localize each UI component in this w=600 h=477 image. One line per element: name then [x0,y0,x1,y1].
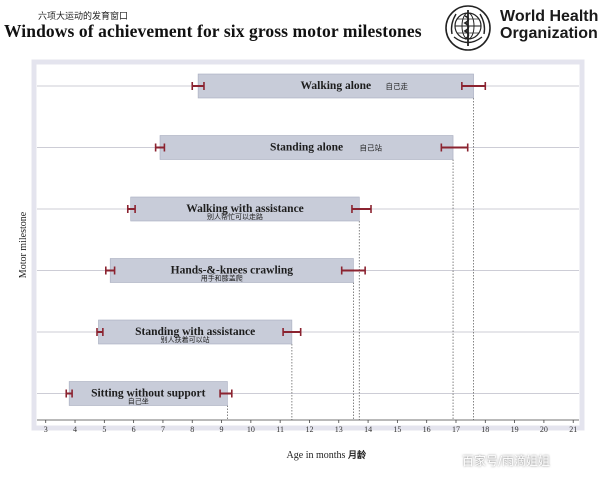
milestone-label: Walking alone [301,80,372,92]
x-tick-label: 9 [220,425,224,434]
x-tick-label: 21 [569,425,577,434]
x-tick-label: 8 [190,425,194,434]
x-axis-title: Age in months [287,450,346,461]
milestone-label: Standing with assistance [135,326,255,338]
x-axis-title-chinese: 月龄 [347,449,367,461]
x-tick-label: 20 [540,425,548,434]
milestone-label-chinese: 别人扶着可以站 [161,335,210,344]
chart-title-chinese: 六项大运动的发育窗口 [38,12,129,22]
who-emblem-icon [445,5,491,51]
x-tick-label: 10 [247,425,255,434]
organization-name-line1: World Health [500,8,599,25]
x-tick-label: 14 [364,425,372,434]
x-tick-label: 5 [102,425,106,434]
organization-name-line2: Organization [500,25,598,42]
x-tick-label: 19 [511,425,519,434]
x-tick-label: 16 [423,425,431,434]
y-axis-title: Motor milestone [18,211,29,278]
x-tick-label: 18 [481,425,489,434]
x-tick-label: 17 [452,425,460,434]
milestone-bar [98,319,293,345]
milestone-label-chinese: 自己坐 [128,397,149,406]
milestone-label: Sitting without support [91,388,206,400]
milestone-label: Walking with assistance [186,203,304,215]
chart-title: Windows of achievement for six gross mot… [4,21,422,41]
milestone-label-chinese: 自己走 [385,81,408,91]
plot-frame [31,59,585,431]
x-tick-label: 13 [335,425,343,434]
x-tick-label: 4 [73,425,77,434]
x-tick-label: 3 [44,425,48,434]
milestone-label-chinese: 用手和膝盖爬 [201,274,243,283]
x-tick-label: 15 [393,425,401,434]
milestone-label-chinese: 自己站 [359,143,382,153]
milestone-label: Hands-&-knees crawling [171,265,294,277]
milestone-label: Standing alone [270,142,343,154]
x-tick-label: 11 [276,425,284,434]
x-tick-label: 7 [161,425,165,434]
milestone-bar [109,258,354,283]
x-tick-label: 12 [305,425,313,434]
x-tick-label: 6 [132,425,136,434]
watermark: 百家号/雨滴姐姐 [462,454,551,468]
milestone-bar [130,196,360,222]
milestone-label-chinese: 别人帮忙可以走路 [207,212,263,221]
organization-name: World Health Organization [500,8,598,42]
